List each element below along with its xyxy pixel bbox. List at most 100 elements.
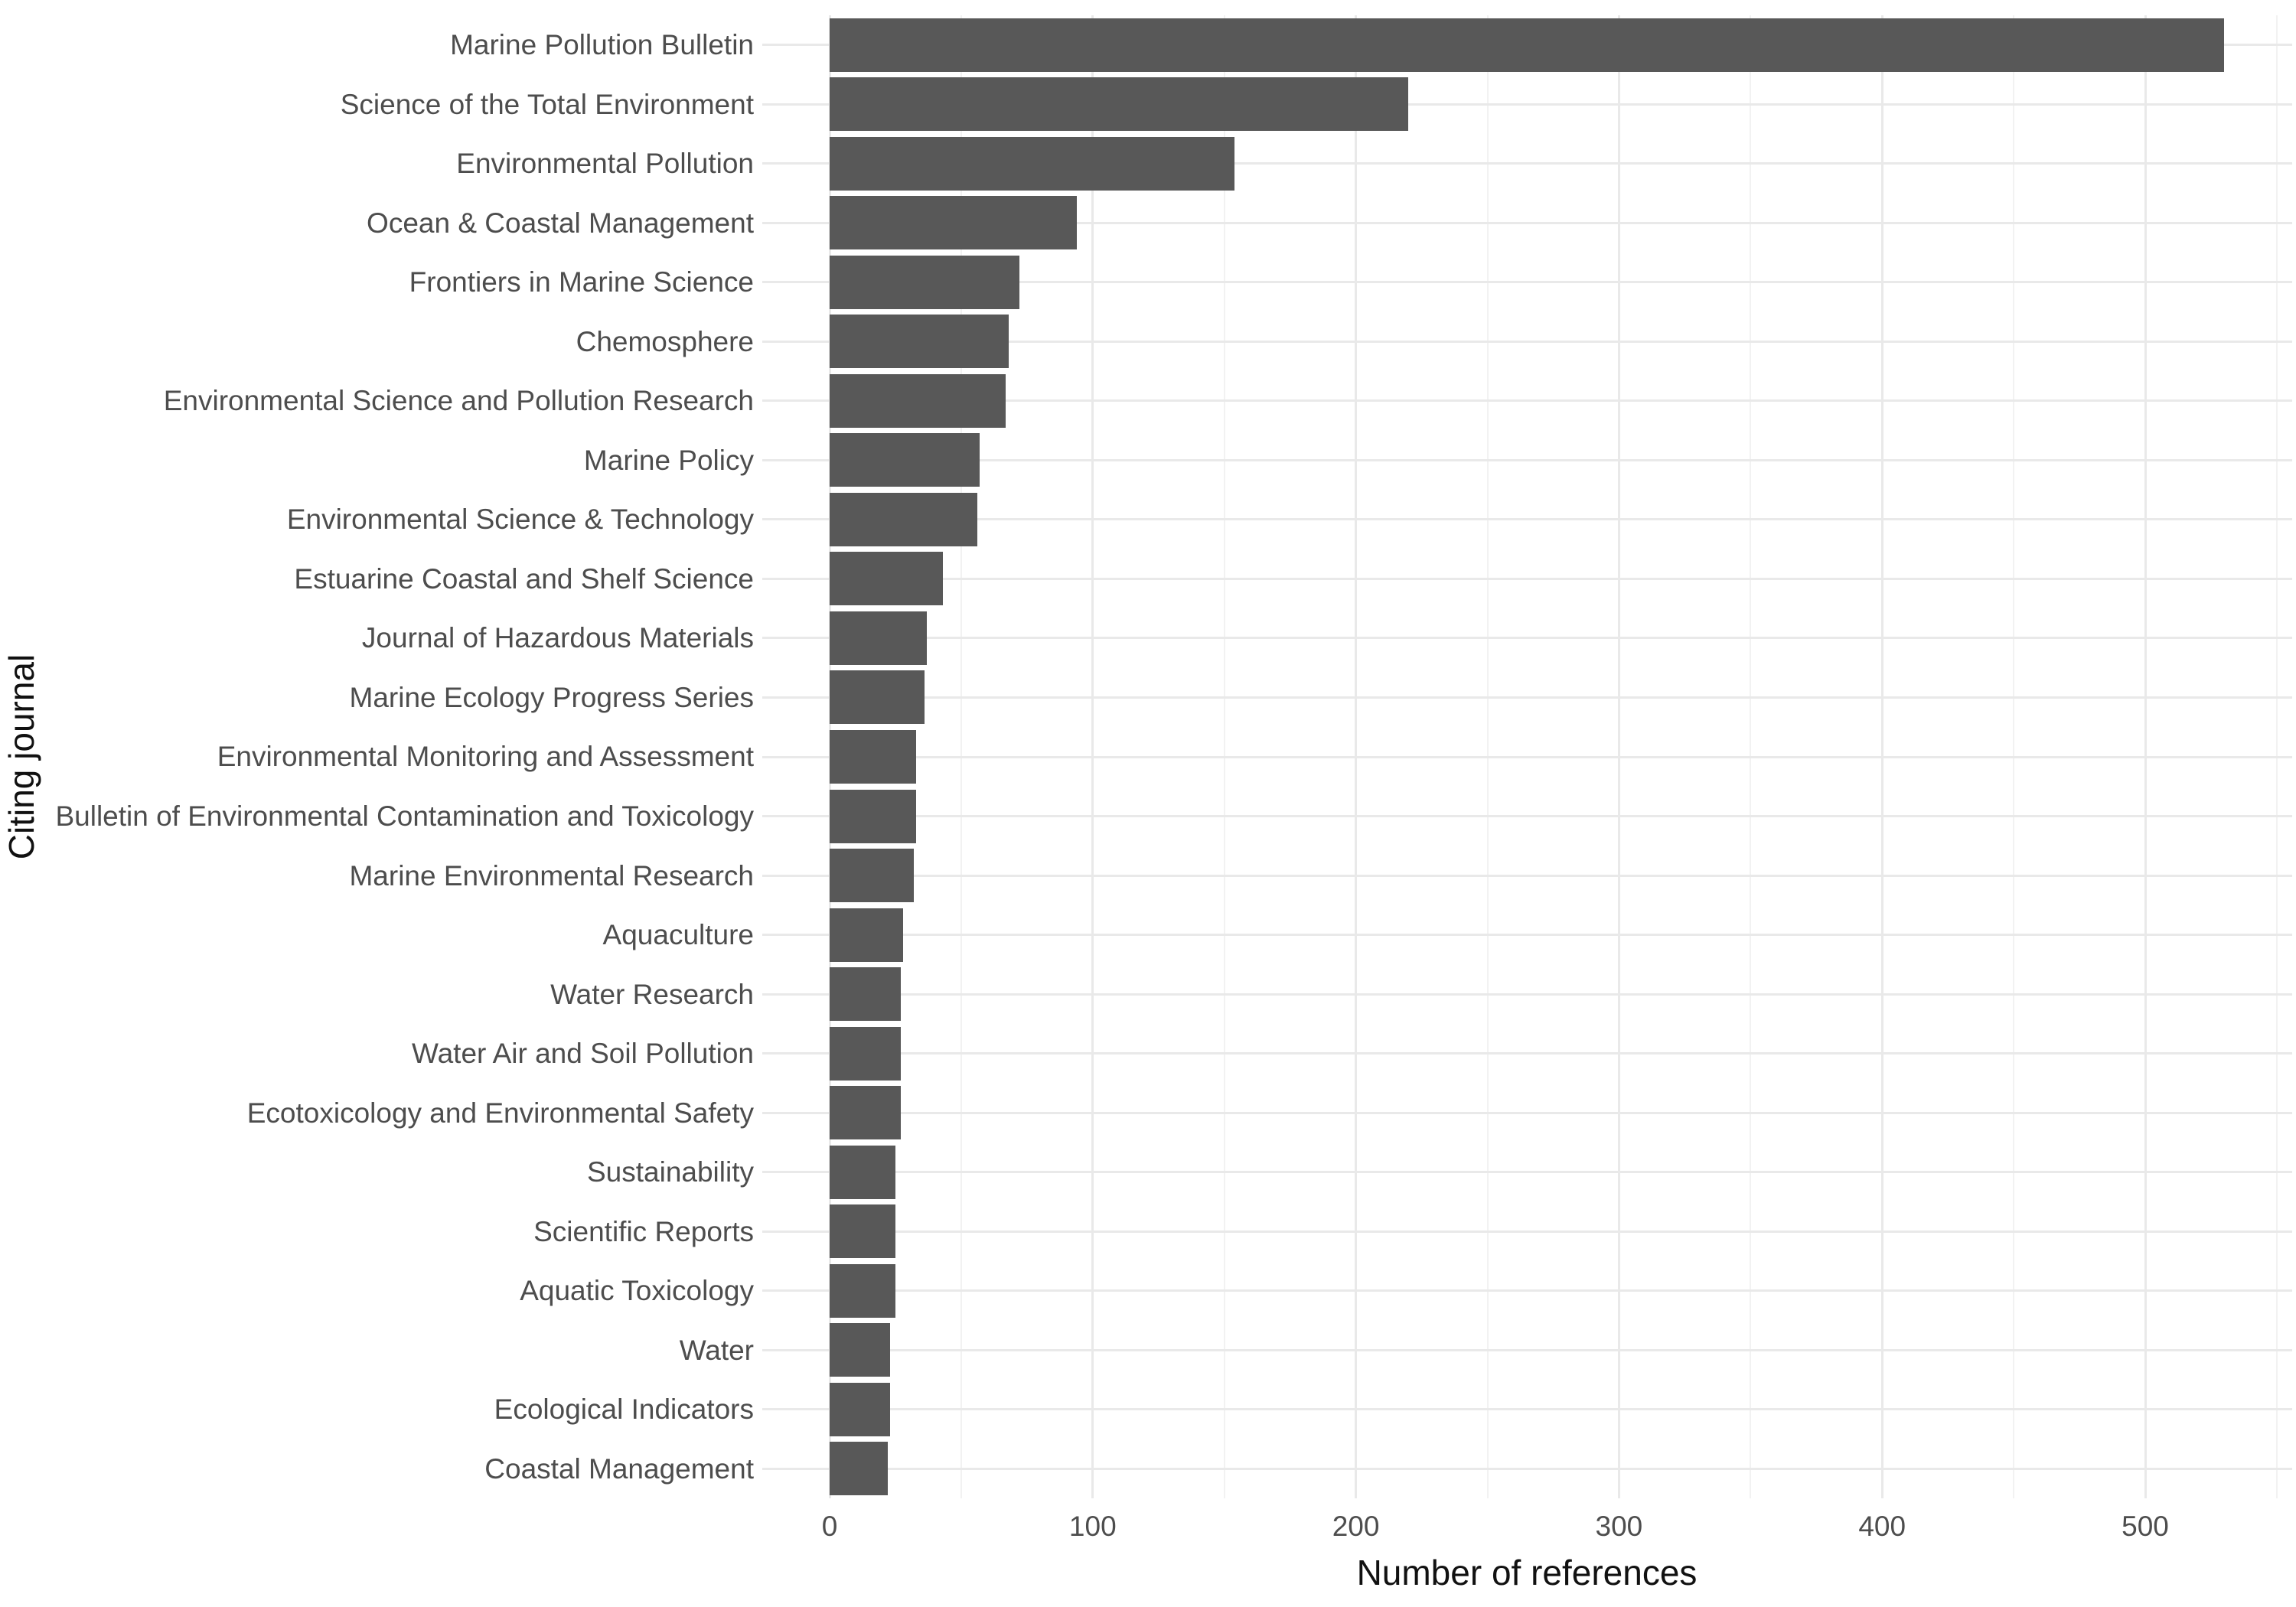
bar — [830, 433, 980, 487]
bar — [830, 670, 925, 725]
y-tick-label: Journal of Hazardous Materials — [361, 622, 754, 654]
gridline-horizontal-major — [762, 1467, 2292, 1470]
y-tick-row: Bulletin of Environmental Contamination … — [0, 787, 754, 846]
bar — [830, 77, 1409, 132]
x-tick-label: 400 — [1858, 1511, 1906, 1542]
bar — [830, 1086, 901, 1140]
y-tick-label: Environmental Pollution — [456, 148, 754, 180]
gridline-horizontal-major — [762, 340, 2292, 343]
y-tick-row: Coastal Management — [0, 1439, 754, 1498]
gridline-horizontal-major — [762, 934, 2292, 937]
gridline-horizontal-major — [762, 1111, 2292, 1114]
y-tick-label: Coastal Management — [484, 1452, 754, 1485]
bar — [830, 967, 901, 1022]
x-axis-title: Number of references — [1356, 1553, 1698, 1592]
bar — [830, 1382, 891, 1436]
gridline-horizontal-major — [762, 874, 2292, 877]
y-tick-label: Marine Environmental Research — [349, 859, 754, 892]
bar — [830, 136, 1235, 191]
y-tick-label: Science of the Total Environment — [340, 88, 754, 120]
bar — [830, 1026, 901, 1081]
gridline-horizontal-major — [762, 103, 2292, 106]
y-tick-row: Science of the Total Environment — [0, 75, 754, 135]
gridline-horizontal-major — [762, 1289, 2292, 1292]
gridline-horizontal-major — [762, 1171, 2292, 1174]
y-tick-label: Environmental Science and Pollution Rese… — [163, 385, 754, 417]
y-tick-label: Ecological Indicators — [494, 1393, 754, 1426]
y-tick-label: Bulletin of Environmental Contamination … — [55, 800, 754, 832]
x-tick-label: 100 — [1068, 1511, 1117, 1542]
gridline-horizontal-major — [762, 162, 2292, 165]
y-tick-row: Water Air and Soil Pollution — [0, 1024, 754, 1084]
y-tick-row: Marine Ecology Progress Series — [0, 668, 755, 728]
y-tick-label: Aquatic Toxicology — [520, 1275, 754, 1307]
y-tick-label: Water Air and Soil Pollution — [412, 1038, 754, 1070]
bar — [830, 908, 904, 962]
gridline-horizontal-major — [762, 221, 2292, 224]
y-tick-row: Ocean & Coastal Management — [0, 194, 754, 253]
y-tick-label: Marine Ecology Progress Series — [349, 681, 755, 713]
bar — [830, 730, 917, 784]
y-tick-label: Water — [679, 1334, 754, 1366]
y-tick-row: Ecotoxicology and Environmental Safety — [0, 1083, 754, 1143]
y-tick-row: Environmental Science and Pollution Rese… — [0, 371, 754, 431]
y-tick-row: Ecological Indicators — [0, 1380, 754, 1439]
bar — [830, 255, 1019, 309]
y-tick-row: Sustainability — [0, 1143, 754, 1202]
y-tick-row: Water Research — [0, 964, 754, 1024]
bar — [830, 373, 1006, 428]
y-tick-label: Environmental Monitoring and Assessment — [217, 741, 754, 773]
gridline-horizontal-major — [762, 399, 2292, 403]
gridline-horizontal-major — [762, 518, 2292, 521]
gridline-horizontal-major — [762, 696, 2292, 699]
gridline-horizontal-major — [762, 1408, 2292, 1411]
y-tick-label: Ecotoxicology and Environmental Safety — [246, 1097, 754, 1129]
y-tick-label: Environmental Science & Technology — [286, 504, 754, 536]
gridline-horizontal-major — [762, 755, 2292, 758]
bar — [830, 492, 977, 546]
gridline-horizontal-major — [762, 637, 2292, 640]
y-tick-row: Marine Pollution Bulletin — [0, 15, 754, 75]
x-axis-tick-labels: 0 100 200 300 400 500 — [0, 1512, 2296, 1546]
x-tick-label: 300 — [1595, 1511, 1643, 1542]
bar — [830, 18, 2225, 72]
gridline-horizontal-major — [762, 577, 2292, 580]
y-tick-label: Marine Policy — [583, 444, 754, 476]
bar — [830, 1442, 888, 1496]
y-tick-row: Aquatic Toxicology — [0, 1261, 754, 1321]
plot-panel — [762, 15, 2292, 1498]
bar — [830, 1323, 891, 1377]
y-tick-label: Frontiers in Marine Science — [409, 266, 754, 298]
bar — [830, 849, 915, 903]
y-tick-label: Estuarine Coastal and Shelf Science — [294, 562, 754, 595]
gridline-horizontal-major — [762, 281, 2292, 284]
y-tick-row: Chemosphere — [0, 312, 754, 372]
bar — [830, 552, 943, 606]
x-tick-label: 500 — [2122, 1511, 2169, 1542]
y-axis-tick-labels: Marine Pollution Bulletin Science of the … — [0, 15, 754, 1498]
y-tick-label: Ocean & Coastal Management — [367, 207, 754, 239]
y-tick-row: Environmental Monitoring and Assessment — [0, 727, 754, 787]
gridline-horizontal-major — [762, 993, 2292, 996]
gridline-horizontal-major — [762, 1348, 2292, 1351]
y-tick-row: Marine Policy — [0, 431, 754, 491]
y-tick-label: Chemosphere — [576, 325, 754, 357]
y-tick-label: Marine Pollution Bulletin — [450, 29, 754, 61]
x-tick-label: 0 — [821, 1511, 838, 1542]
x-tick-label: 200 — [1332, 1511, 1380, 1542]
y-tick-row: Marine Environmental Research — [0, 846, 754, 905]
gridline-horizontal-major — [762, 1052, 2292, 1055]
gridline-horizontal-major — [762, 458, 2292, 461]
bar — [830, 315, 1009, 369]
bar — [830, 1204, 895, 1259]
y-tick-row: Water — [0, 1320, 754, 1380]
y-tick-row: Aquaculture — [0, 905, 754, 965]
y-tick-row: Environmental Science & Technology — [0, 490, 754, 549]
bar — [830, 789, 917, 843]
y-tick-label: Aquaculture — [602, 919, 754, 951]
y-tick-label: Water Research — [550, 978, 754, 1010]
bar — [830, 196, 1078, 250]
bar — [830, 1145, 895, 1199]
y-tick-label: Sustainability — [586, 1156, 754, 1188]
